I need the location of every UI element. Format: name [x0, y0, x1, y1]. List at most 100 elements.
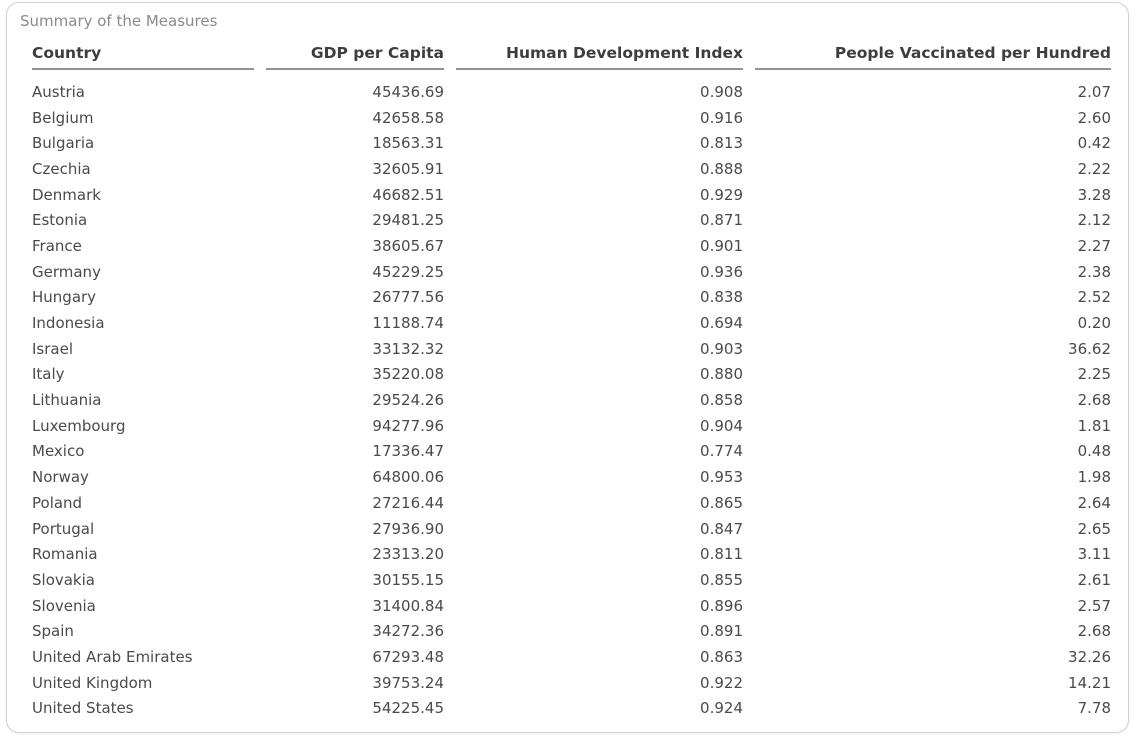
gdp-cell: 45229.25 [372, 262, 444, 281]
hdi-cell: 0.891 [700, 622, 743, 641]
country-cell: Romania [32, 545, 98, 564]
country-cell: Hungary [32, 288, 97, 307]
vaccinated-cell: 2.38 [1077, 262, 1111, 281]
vaccinated-cell: 0.42 [1077, 134, 1111, 153]
vaccinated-cell: 14.21 [1068, 673, 1111, 692]
hdi-cell: 0.953 [700, 468, 743, 487]
hdi-cell: 0.858 [700, 391, 743, 410]
vaccinated-cell: 2.27 [1077, 236, 1111, 255]
vaccinated-cell: 2.22 [1077, 159, 1111, 178]
table-row: Czechia 32605.91 0.888 2.22 [32, 156, 1111, 182]
hdi-cell: 0.811 [700, 545, 743, 564]
hdi-cell: 0.694 [700, 314, 743, 333]
hdi-cell: 0.922 [700, 673, 743, 692]
hdi-cell: 0.916 [700, 108, 743, 127]
country-cell: France [32, 236, 82, 255]
country-cell: Germany [32, 262, 101, 281]
country-cell: Israel [32, 339, 73, 358]
gdp-cell: 45436.69 [372, 82, 444, 101]
country-cell: Denmark [32, 185, 101, 204]
table-row: Romania 23313.20 0.811 3.11 [32, 541, 1111, 567]
vaccinated-cell: 2.25 [1077, 365, 1111, 384]
vaccinated-cell: 0.20 [1077, 314, 1111, 333]
hdi-cell: 0.896 [700, 596, 743, 615]
vaccinated-cell: 1.81 [1077, 416, 1111, 435]
country-cell: Luxembourg [32, 416, 126, 435]
country-cell: Slovakia [32, 570, 95, 589]
hdi-cell: 0.903 [700, 339, 743, 358]
country-cell: Slovenia [32, 596, 96, 615]
country-cell: Indonesia [32, 314, 105, 333]
country-cell: Czechia [32, 159, 91, 178]
hdi-cell: 0.838 [700, 288, 743, 307]
gdp-cell: 32605.91 [372, 159, 444, 178]
table-row: United States 54225.45 0.924 7.78 [32, 696, 1111, 722]
vaccinated-cell: 2.07 [1077, 82, 1111, 101]
table-row: France 38605.67 0.901 2.27 [32, 233, 1111, 259]
hdi-cell: 0.813 [700, 134, 743, 153]
country-cell: Norway [32, 468, 89, 487]
gdp-cell: 26777.56 [372, 288, 444, 307]
table-row: Spain 34272.36 0.891 2.68 [32, 618, 1111, 644]
table-row: Portugal 27936.90 0.847 2.65 [32, 516, 1111, 542]
gdp-cell: 38605.67 [372, 236, 444, 255]
country-cell: United Arab Emirates [32, 647, 193, 666]
country-cell: Lithuania [32, 391, 102, 410]
gdp-cell: 23313.20 [372, 545, 444, 564]
gdp-cell: 18563.31 [372, 134, 444, 153]
table-row: Lithuania 29524.26 0.858 2.68 [32, 387, 1111, 413]
country-cell: Austria [32, 82, 85, 101]
hdi-cell: 0.847 [700, 519, 743, 538]
gdp-cell: 27936.90 [372, 519, 444, 538]
table-row: Poland 27216.44 0.865 2.64 [32, 490, 1111, 516]
header-row: Country GDP per Capita Human Development… [32, 32, 1111, 70]
gdp-cell: 46682.51 [372, 185, 444, 204]
summary-card: Summary of the Measures Country GDP per … [6, 2, 1129, 733]
country-cell: Italy [32, 365, 65, 384]
table-title: Summary of the Measures [20, 12, 218, 30]
hdi-cell: 0.855 [700, 570, 743, 589]
hdi-cell: 0.774 [700, 442, 743, 461]
hdi-cell: 0.904 [700, 416, 743, 435]
table-row: Austria 45436.69 0.908 2.07 [32, 70, 1111, 105]
country-cell: Estonia [32, 211, 88, 230]
vaccinated-cell: 2.64 [1077, 493, 1111, 512]
hdi-cell: 0.901 [700, 236, 743, 255]
table-row: Bulgaria 18563.31 0.813 0.42 [32, 130, 1111, 156]
gdp-cell: 94277.96 [372, 416, 444, 435]
vaccinated-cell: 2.60 [1077, 108, 1111, 127]
table-row: Italy 35220.08 0.880 2.25 [32, 362, 1111, 388]
column-header-country: Country [32, 32, 254, 70]
country-cell: United States [32, 699, 134, 718]
table-row: Israel 33132.32 0.903 36.62 [32, 336, 1111, 362]
gdp-cell: 17336.47 [372, 442, 444, 461]
gdp-cell: 35220.08 [372, 365, 444, 384]
gdp-cell: 67293.48 [372, 647, 444, 666]
country-cell: Belgium [32, 108, 94, 127]
gdp-cell: 29481.25 [372, 211, 444, 230]
table-row: Hungary 26777.56 0.838 2.52 [32, 285, 1111, 311]
vaccinated-cell: 0.48 [1077, 442, 1111, 461]
vaccinated-cell: 32.26 [1068, 647, 1111, 666]
hdi-cell: 0.863 [700, 647, 743, 666]
table-row: Mexico 17336.47 0.774 0.48 [32, 439, 1111, 465]
hdi-cell: 0.908 [700, 82, 743, 101]
gdp-cell: 27216.44 [372, 493, 444, 512]
gdp-cell: 54225.45 [372, 699, 444, 718]
vaccinated-cell: 2.61 [1077, 570, 1111, 589]
gdp-cell: 11188.74 [372, 314, 444, 333]
vaccinated-cell: 3.28 [1077, 185, 1111, 204]
gdp-cell: 30155.15 [372, 570, 444, 589]
column-header-people-vaccinated-per-hundred: People Vaccinated per Hundred [755, 32, 1111, 70]
vaccinated-cell: 36.62 [1068, 339, 1111, 358]
table-row: Indonesia 11188.74 0.694 0.20 [32, 310, 1111, 336]
country-cell: Spain [32, 622, 74, 641]
country-cell: United Kingdom [32, 673, 153, 692]
country-cell: Mexico [32, 442, 85, 461]
table-body: Austria 45436.69 0.908 2.07 Belgium 42658.58 0… [32, 70, 1111, 721]
table-row: Belgium 42658.58 0.916 2.60 [32, 105, 1111, 131]
country-cell: Portugal [32, 519, 95, 538]
gdp-cell: 31400.84 [372, 596, 444, 615]
vaccinated-cell: 2.57 [1077, 596, 1111, 615]
vaccinated-cell: 7.78 [1077, 699, 1111, 718]
